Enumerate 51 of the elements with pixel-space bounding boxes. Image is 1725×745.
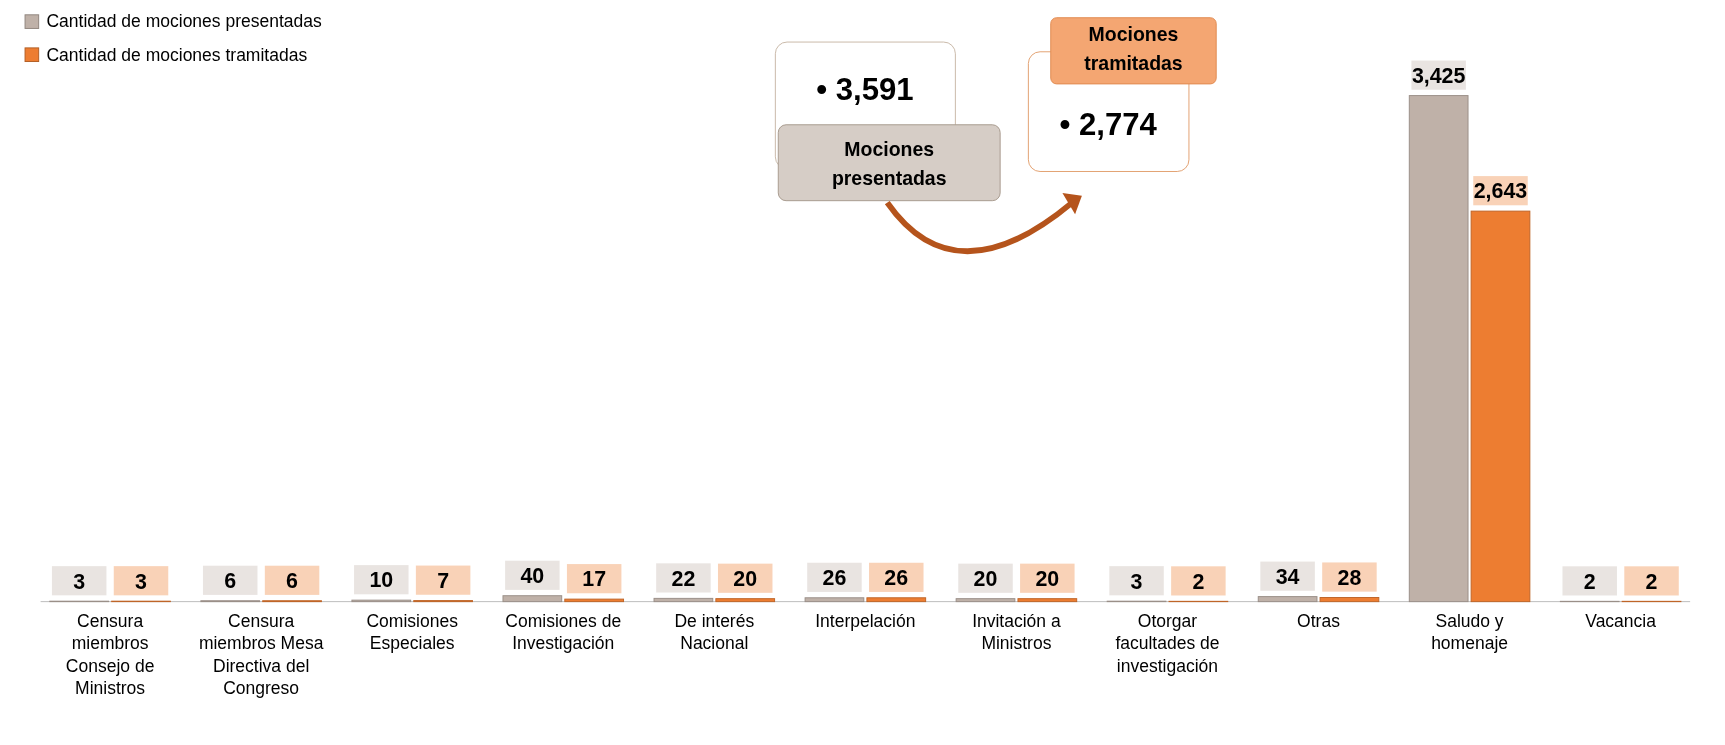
bar [1319, 597, 1380, 603]
bar [1408, 95, 1469, 603]
bar [564, 598, 625, 603]
data-label: 3 [1130, 569, 1143, 594]
data-label: 2 [1645, 569, 1658, 594]
bar [502, 595, 563, 603]
x-tick-label: Interpelación [815, 610, 916, 631]
data-label: 20 [733, 567, 758, 592]
bar [804, 597, 865, 603]
x-tick-label: De interés Nacional [674, 610, 755, 654]
data-label: 2 [1192, 569, 1205, 594]
data-label: 10 [369, 568, 394, 593]
data-label: 28 [1337, 565, 1362, 590]
x-tick-label: Comisiones de Investigación [505, 610, 622, 654]
x-tick-label: Censura miembros Mesa Directiva del Congreso [198, 610, 324, 699]
x-tick-label: Vacancia [1585, 610, 1657, 631]
x-tick-label: Censura miembros Consejo de Ministros [65, 610, 155, 699]
data-label: 3,425 [1411, 63, 1466, 88]
bar [653, 597, 714, 603]
data-label: 6 [224, 569, 237, 594]
data-label: 17 [582, 567, 607, 592]
data-label: 22 [671, 566, 696, 591]
data-label: 26 [822, 566, 847, 591]
data-label: 2,643 [1473, 179, 1528, 204]
annotation: • 3,591 [816, 72, 914, 108]
callout-box: Mociones presentadas [777, 124, 1001, 202]
data-label: 34 [1275, 564, 1300, 589]
data-label: 40 [520, 564, 545, 589]
bar [715, 598, 776, 603]
bar [955, 598, 1016, 603]
x-tick-label: Otras [1297, 610, 1341, 631]
data-label: 6 [286, 569, 299, 594]
bar [1257, 596, 1318, 603]
data-label: 3 [135, 569, 148, 594]
data-label: 2 [1583, 569, 1596, 594]
data-label: 7 [437, 568, 450, 593]
bar [1017, 598, 1078, 603]
data-label: 20 [1035, 567, 1060, 592]
annotation: • 2,774 [1059, 106, 1158, 142]
x-tick-label: Saludo y homenaje [1431, 610, 1509, 654]
x-tick-label: Invitación a Ministros [972, 610, 1061, 654]
data-label: 26 [884, 566, 909, 591]
x-tick-label: Otorgar facultades de investigación [1115, 610, 1220, 676]
callout-box: Mociones tramitadas [1050, 17, 1217, 85]
data-label: 20 [973, 567, 998, 592]
bar [1470, 210, 1531, 603]
legend-label: Cantidad de mociones presentadas [46, 11, 323, 32]
x-tick-label: Comisiones Especiales [366, 610, 459, 654]
data-label: 3 [73, 569, 86, 594]
legend-label: Cantidad de mociones tramitadas [46, 44, 308, 65]
bar [866, 597, 927, 603]
